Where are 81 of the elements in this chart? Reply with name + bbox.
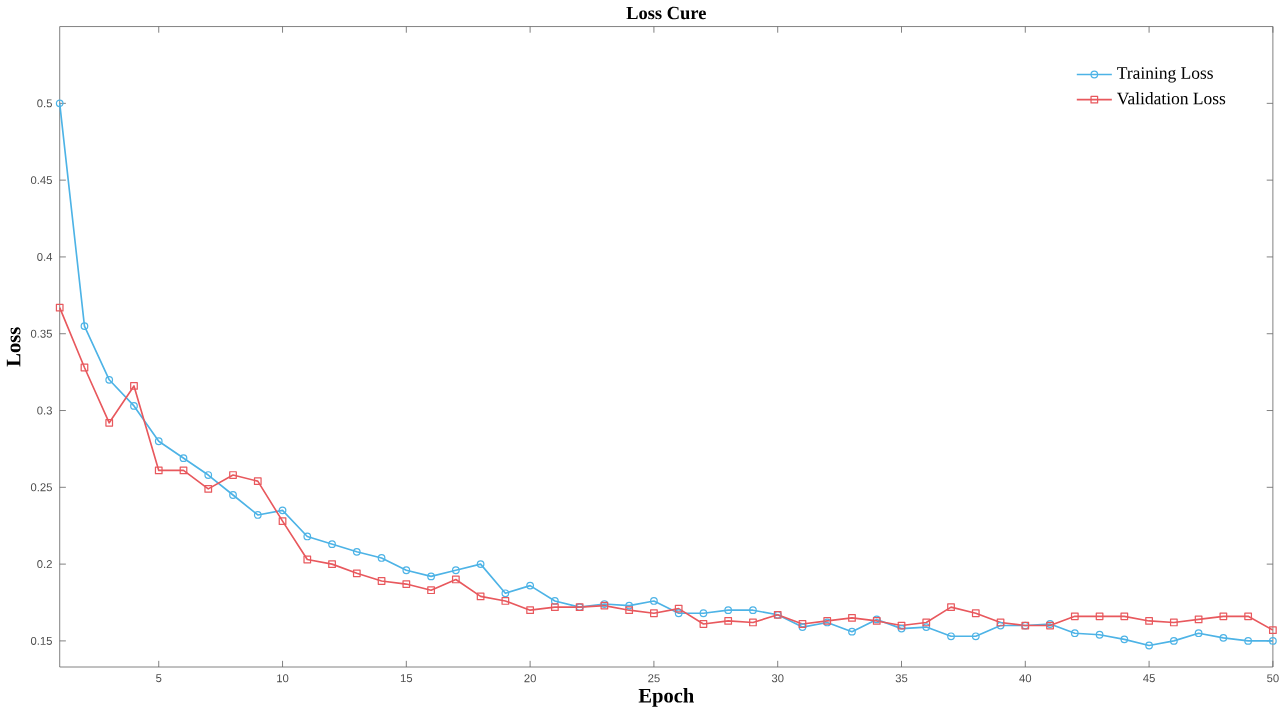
point: [1194, 615, 1203, 624]
point: [278, 506, 287, 515]
point: [501, 597, 510, 606]
point: [1219, 634, 1228, 642]
x-axis-title: Epoch: [638, 688, 694, 707]
point: [377, 554, 386, 563]
point: [1219, 612, 1228, 621]
y-axis-title: Loss: [6, 327, 21, 367]
point: [1070, 629, 1079, 638]
point: [1145, 641, 1153, 650]
point: [1244, 637, 1253, 645]
point: [699, 609, 708, 618]
legend-label: Training Loss: [1117, 67, 1213, 83]
point: [427, 586, 435, 595]
point: [971, 609, 980, 618]
point: [550, 597, 559, 606]
point: [229, 471, 237, 480]
point: [253, 511, 262, 520]
point: [848, 627, 856, 636]
point: [1070, 612, 1079, 621]
point: [1169, 637, 1178, 645]
point: [130, 402, 138, 411]
point: [451, 566, 460, 575]
point: [749, 606, 757, 615]
point: [1095, 612, 1104, 621]
point: [1120, 612, 1129, 621]
point: [328, 540, 336, 549]
point: [204, 485, 213, 493]
point: [204, 471, 213, 480]
point: [328, 560, 336, 569]
point: [253, 477, 262, 486]
point: [451, 575, 460, 584]
point: [699, 620, 708, 629]
point: [749, 618, 757, 627]
point: [1169, 618, 1178, 627]
point: [303, 532, 312, 541]
point: [154, 466, 163, 475]
point: [501, 589, 510, 598]
point: [1145, 617, 1153, 626]
point: [303, 555, 312, 564]
point: [724, 617, 733, 626]
point: [724, 606, 733, 615]
point: [377, 577, 386, 586]
point: [278, 517, 287, 526]
point: [526, 581, 535, 590]
point: [526, 606, 535, 615]
point: [229, 491, 237, 500]
point: [674, 604, 683, 613]
point: [476, 592, 485, 601]
point: [179, 466, 188, 475]
point: [352, 548, 361, 556]
point: [848, 614, 856, 622]
point: [402, 580, 411, 589]
point: [922, 623, 931, 632]
point: [402, 566, 411, 575]
point: [550, 603, 559, 612]
point: [427, 572, 435, 581]
point: [105, 376, 114, 384]
point: [922, 618, 931, 627]
point: [352, 569, 361, 578]
point: [1194, 629, 1203, 638]
point: [179, 454, 188, 463]
point: [650, 597, 658, 606]
point: [105, 419, 114, 427]
point: [947, 603, 955, 612]
legend-label: Validation Loss: [1116, 92, 1226, 105]
point: [947, 632, 955, 641]
point: [154, 437, 163, 446]
point: [476, 560, 485, 569]
point: [625, 606, 634, 615]
point: [625, 601, 634, 610]
point: [1120, 635, 1129, 644]
point: [130, 382, 138, 391]
point: [971, 632, 980, 641]
point: [1095, 631, 1104, 639]
point: [80, 363, 89, 372]
point: [650, 609, 658, 618]
chart-title: Loss Cure: [626, 7, 706, 20]
point: [1244, 612, 1253, 621]
point: [674, 609, 683, 618]
point: [80, 322, 89, 331]
